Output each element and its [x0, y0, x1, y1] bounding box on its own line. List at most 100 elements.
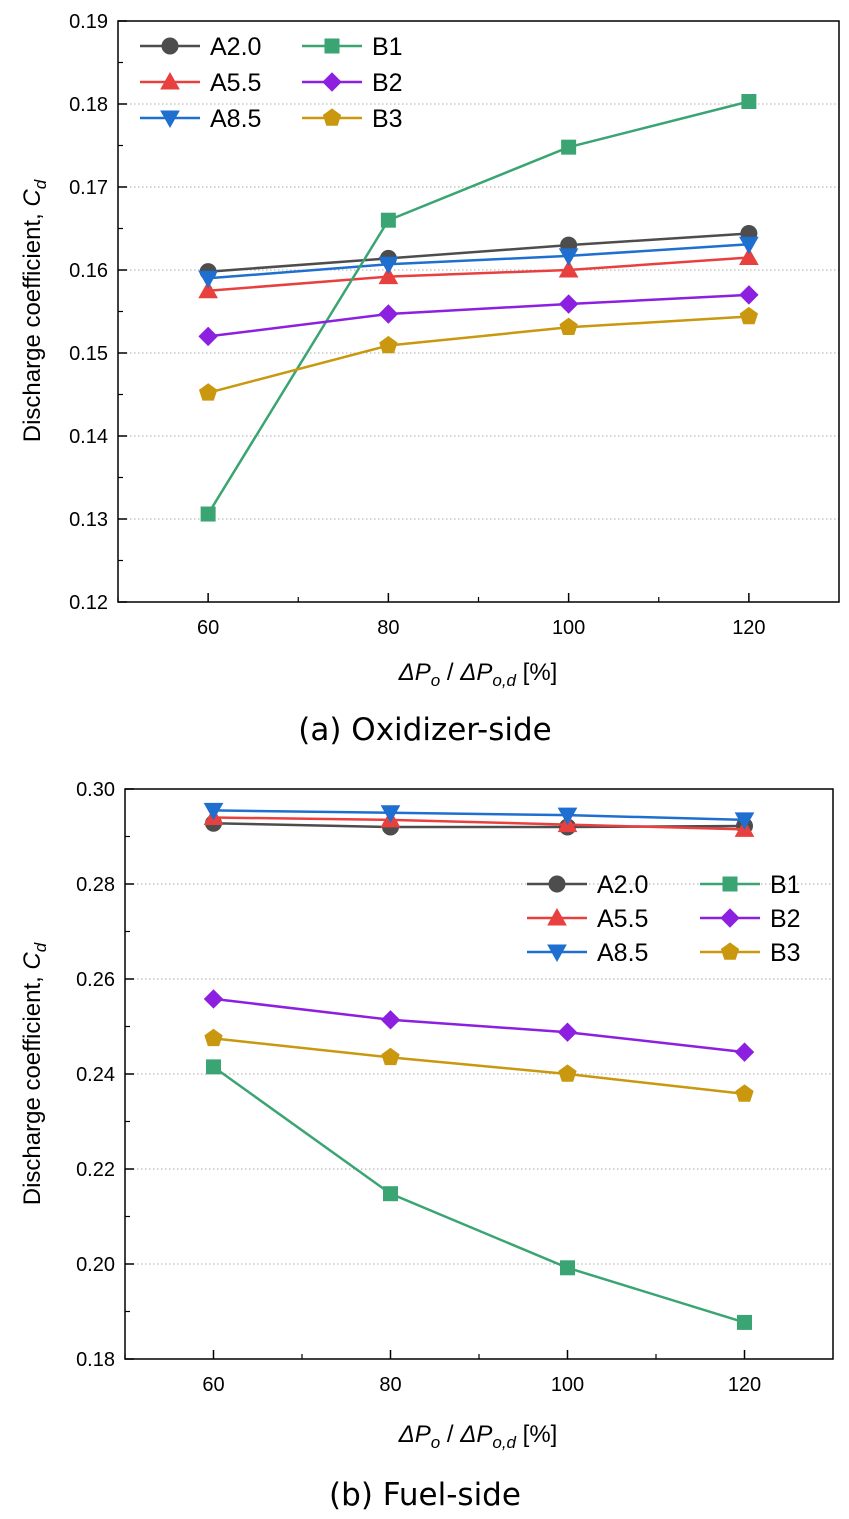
- y-tick-label: 0.24: [76, 1064, 115, 1086]
- series-b1: [206, 1059, 752, 1330]
- x-tick-label: 120: [732, 617, 765, 639]
- data-point: [203, 802, 224, 821]
- x-tick-label: 60: [197, 617, 219, 639]
- data-point: [557, 1022, 578, 1042]
- data-point: [198, 326, 218, 347]
- data-point: [378, 304, 399, 324]
- data-point: [378, 256, 399, 275]
- y-tick-label: 0.22: [76, 1159, 115, 1181]
- data-point: [734, 1042, 755, 1062]
- x-tick-label: 60: [202, 1374, 224, 1396]
- y-tick-label: 0.12: [69, 592, 108, 614]
- data-point: [558, 248, 579, 266]
- data-point: [739, 236, 759, 255]
- panel-b-y-axis-label: Discharge coefficient, Cd: [19, 942, 50, 1205]
- y-tick-label: 0.26: [76, 969, 115, 991]
- data-point: [204, 1028, 223, 1047]
- data-point: [378, 266, 399, 285]
- panel-b-gridlines: [125, 883, 833, 1265]
- legend-item: A2.0: [140, 33, 261, 61]
- series-line: [212, 1065, 745, 1324]
- legend-item: B1: [700, 871, 801, 899]
- legend-label: B3: [372, 105, 403, 133]
- series-b1: [200, 94, 757, 522]
- data-point: [558, 1064, 577, 1082]
- data-point: [379, 335, 398, 354]
- y-tick-label: 0.13: [69, 509, 108, 531]
- data-point: [203, 989, 224, 1009]
- x-tick-label: 80: [379, 1374, 401, 1396]
- series-line: [208, 256, 749, 293]
- legend-label: B1: [770, 871, 801, 899]
- series-line: [207, 100, 750, 515]
- series-a8-5: [198, 236, 759, 289]
- series-line: [208, 243, 749, 280]
- legend-label: A8.5: [210, 105, 261, 133]
- legend-marker: [720, 908, 740, 928]
- data-point: [198, 270, 218, 289]
- series-line: [213, 997, 745, 1054]
- panel-a-series: [198, 94, 759, 522]
- legend-marker: [548, 875, 566, 893]
- y-tick-label: 0.19: [69, 11, 108, 33]
- legend-item: B1: [302, 33, 403, 61]
- panel-a-legend: A2.0 A5.5 A8.5 B1 B2 B3: [140, 33, 403, 133]
- data-point: [559, 317, 578, 336]
- legend-marker: [547, 944, 567, 963]
- data-point: [380, 805, 401, 823]
- x-tick-label: 80: [377, 617, 399, 639]
- legend-label: B2: [770, 905, 801, 933]
- data-point: [735, 1084, 754, 1102]
- series-b2: [203, 989, 755, 1062]
- legend-marker: [547, 907, 567, 926]
- legend-marker: [160, 110, 180, 129]
- y-tick-label: 0.20: [76, 1254, 115, 1276]
- y-tick-label: 0.28: [76, 874, 115, 896]
- panel-b-series: [203, 802, 755, 1330]
- y-tick-label: 0.18: [69, 94, 108, 116]
- panel-a-y-axis-label: Discharge coefficient, Cd: [19, 179, 50, 442]
- data-point: [739, 285, 759, 305]
- data-point: [561, 139, 577, 155]
- series-b3: [204, 1028, 754, 1102]
- series-a5-5: [198, 247, 759, 299]
- y-tick-label: 0.14: [69, 426, 108, 448]
- y-tick-label: 0.15: [69, 343, 108, 365]
- legend-label: B1: [372, 33, 403, 61]
- panel-a-ticks: [117, 20, 750, 603]
- legend-item: A5.5: [140, 69, 261, 97]
- data-point: [739, 306, 759, 325]
- series-line: [208, 232, 749, 273]
- x-tick-label: 120: [728, 1374, 761, 1396]
- panel-fuel-side: 0.180.200.220.240.260.280.30 60 80 100 120 …: [19, 779, 834, 1513]
- legend-item: A8.5: [140, 105, 261, 133]
- data-point: [380, 212, 396, 228]
- panel-a-x-tick-labels: 60 80 100 120: [197, 617, 766, 639]
- legend-label: A5.5: [597, 905, 648, 933]
- x-tick-label: 100: [551, 1374, 584, 1396]
- data-point: [198, 383, 218, 401]
- x-tick-label: 100: [552, 617, 585, 639]
- legend-item: A5.5: [527, 905, 648, 933]
- data-point: [206, 1059, 221, 1075]
- legend-marker: [722, 876, 738, 892]
- panel-b-x-tick-labels: 60 80 100 120: [202, 1374, 761, 1396]
- series-b3: [198, 306, 759, 401]
- series-line: [207, 293, 749, 338]
- panel-a-x-axis-label: ΔPo / ΔPo,d [%]: [398, 659, 558, 690]
- data-point: [381, 1047, 400, 1066]
- series-line: [207, 315, 749, 395]
- legend-item: A2.0: [527, 871, 648, 899]
- legend-label: B3: [770, 939, 801, 967]
- legend-item: B3: [302, 105, 403, 133]
- panel-b-x-axis-label: ΔPo / ΔPo,d [%]: [398, 1421, 558, 1452]
- legend-label: A5.5: [210, 69, 261, 97]
- panel-b-caption: (b) Fuel-side: [329, 1477, 521, 1513]
- data-point: [560, 1260, 575, 1276]
- data-point: [558, 259, 579, 278]
- data-point: [557, 807, 578, 826]
- panel-b-ticks: [124, 788, 746, 1360]
- legend-marker: [161, 37, 179, 55]
- series-line: [213, 1037, 745, 1096]
- legend-marker: [322, 72, 342, 92]
